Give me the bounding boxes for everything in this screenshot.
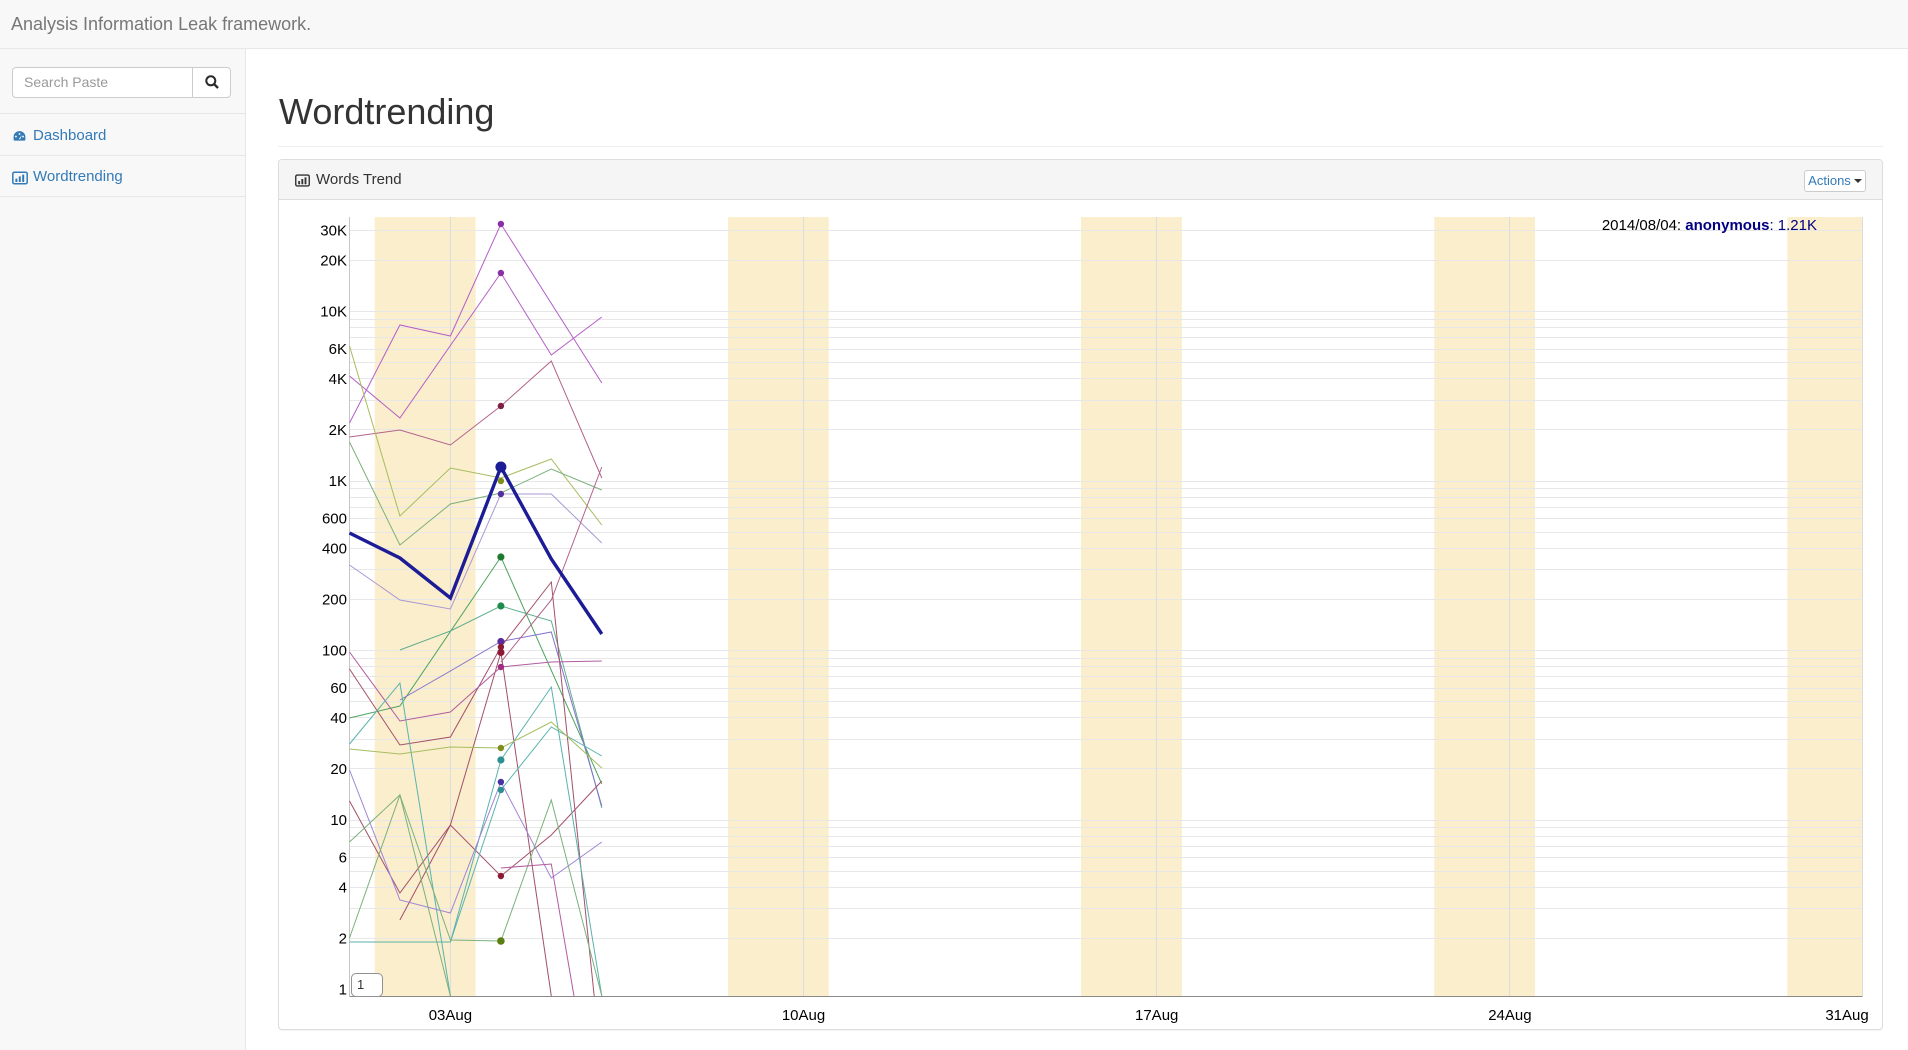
svg-text:400: 400 xyxy=(322,541,347,558)
svg-text:2K: 2K xyxy=(329,422,347,439)
svg-text:6: 6 xyxy=(339,850,347,867)
svg-text:40: 40 xyxy=(330,710,347,727)
svg-text:200: 200 xyxy=(322,592,347,609)
svg-text:2014/08/04: anonymous: 1.21K: 2014/08/04: anonymous: 1.21K xyxy=(1602,217,1817,234)
svg-text:10Aug: 10Aug xyxy=(782,1007,825,1024)
svg-text:4K: 4K xyxy=(329,371,347,388)
svg-text:20K: 20K xyxy=(320,253,347,270)
svg-text:4: 4 xyxy=(339,880,347,897)
svg-text:1K: 1K xyxy=(329,473,347,490)
svg-text:20: 20 xyxy=(330,761,347,778)
svg-text:60: 60 xyxy=(330,680,347,697)
svg-text:03Aug: 03Aug xyxy=(429,1007,472,1024)
svg-text:100: 100 xyxy=(322,643,347,660)
svg-text:6K: 6K xyxy=(329,341,347,358)
svg-text:600: 600 xyxy=(322,511,347,528)
svg-text:24Aug: 24Aug xyxy=(1488,1007,1531,1024)
svg-text:30K: 30K xyxy=(320,223,347,240)
svg-text:2: 2 xyxy=(339,931,347,948)
svg-text:10K: 10K xyxy=(320,304,347,321)
svg-text:1: 1 xyxy=(339,982,347,999)
svg-text:10: 10 xyxy=(330,812,347,829)
svg-text:17Aug: 17Aug xyxy=(1135,1007,1178,1024)
svg-text:31Aug: 31Aug xyxy=(1825,1007,1868,1024)
